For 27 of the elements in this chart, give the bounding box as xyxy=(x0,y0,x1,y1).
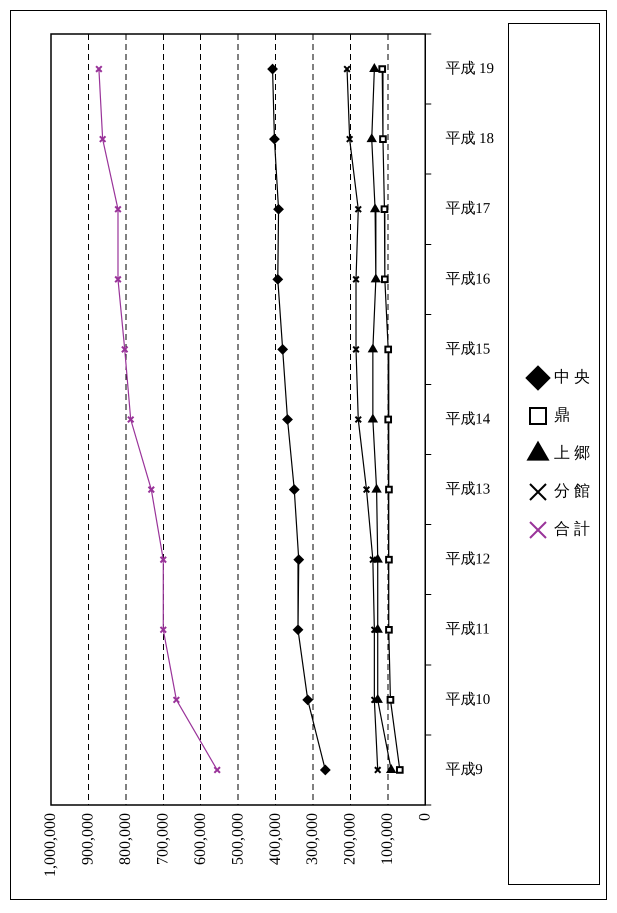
y-tick-label: 平成9 xyxy=(445,760,483,778)
y-tick-label: 平成14 xyxy=(445,410,491,428)
y-tick-label: 平成 19 xyxy=(445,60,494,77)
x-tick-label: 900,000 xyxy=(80,813,97,865)
y-tick-label: 平成 18 xyxy=(445,130,494,148)
y-tick-label: 平成16 xyxy=(445,270,491,288)
x-tick-label: 800,000 xyxy=(117,813,134,865)
y-tick-label: 平成11 xyxy=(445,620,490,638)
legend-label: 合 計 xyxy=(554,520,590,538)
legend-label: 分 館 xyxy=(554,483,590,500)
x-tick-label: 100,000 xyxy=(379,813,396,865)
x-tick-label: 200,000 xyxy=(342,813,359,865)
x-tick-label: 0 xyxy=(416,813,434,821)
x-tick-label: 500,000 xyxy=(229,813,246,865)
y-tick-label: 平成15 xyxy=(445,340,490,358)
legend-label: 上 郷 xyxy=(554,444,590,462)
x-tick-label: 300,000 xyxy=(304,813,322,865)
legend-label: 中 央 xyxy=(554,368,590,386)
y-tick-label: 平成17 xyxy=(445,200,491,218)
y-tick-label: 平成10 xyxy=(445,690,490,708)
y-tick-label: 平成13 xyxy=(445,480,490,498)
x-tick-label: 1,000,000 xyxy=(42,813,60,877)
legend-label: 鼎 xyxy=(554,407,570,424)
x-tick-label: 600,000 xyxy=(192,813,209,865)
y-tick-label: 平成12 xyxy=(445,550,490,568)
x-tick-label: 400,000 xyxy=(266,813,284,865)
x-tick-label: 700,000 xyxy=(154,813,172,865)
